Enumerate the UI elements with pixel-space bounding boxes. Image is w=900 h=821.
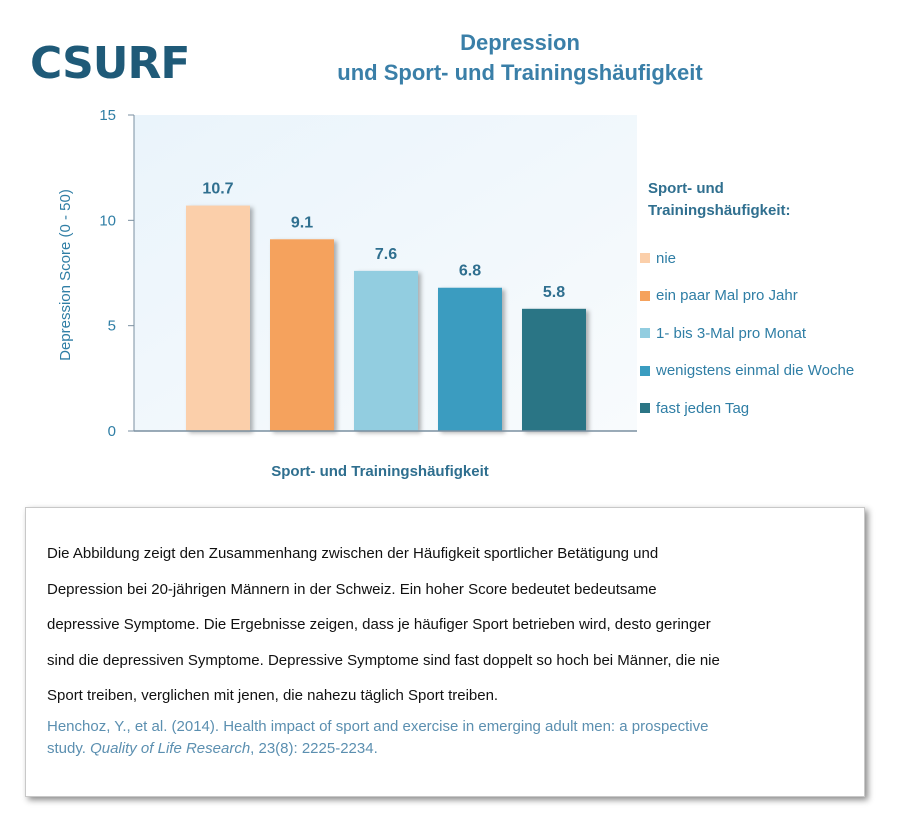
description-line: Depression bei 20-jährigen Männern in de… — [47, 580, 657, 598]
citation-suffix: , 23(8): 2225-2234. — [250, 739, 378, 757]
legend-item: wenigstens einmal die Woche — [640, 361, 854, 381]
legend-item: 1- bis 3-Mal pro Monat — [640, 323, 806, 343]
bar-5 — [522, 308, 586, 431]
bar-value-label: 9.1 — [291, 214, 313, 231]
legend-swatch — [640, 328, 650, 338]
legend-item: ein paar Mal pro Jahr — [640, 286, 798, 306]
info-box: Die Abbildung zeigt den Zusammenhang zwi… — [25, 507, 865, 797]
legend-swatch — [640, 290, 650, 301]
chart-title-line1: Depression — [460, 30, 580, 55]
description-line: Sport treiben, verglichen mit jenen, die… — [47, 687, 499, 704]
description-line: depressive Symptome. Die Ergebnisse zeig… — [47, 616, 711, 633]
legend-swatch — [640, 403, 650, 413]
legend-item: nie — [640, 248, 676, 268]
legend-title: Sport- und Trainingshäufigkeit: — [648, 180, 791, 219]
citation-line1: Henchoz, Y., et al. (2014). Health impac… — [47, 717, 709, 735]
y-tick-label: 15 — [99, 107, 116, 124]
bar-4 — [438, 287, 502, 431]
legend-label: fast jeden Tag — [656, 399, 750, 417]
citation-prefix: study. — [47, 739, 91, 757]
description-line: Die Abbildung zeigt den Zusammenhang zwi… — [47, 545, 659, 562]
legend-swatch — [640, 365, 650, 376]
description: Die Abbildung zeigt den Zusammenhang zwi… — [47, 536, 844, 714]
legend-label: 1- bis 3-Mal pro Monat — [656, 324, 807, 342]
bar-2 — [270, 239, 334, 431]
x-axis-label: Sport- und Trainingshäufigkeit — [271, 463, 489, 480]
bar-value-label: 5.8 — [543, 284, 565, 301]
chart-title: Depression und Sport- und Trainingshäufi… — [300, 28, 740, 88]
bar-3 — [354, 270, 418, 431]
bar-1 — [186, 205, 250, 431]
legend-item: fast jeden Tag — [640, 398, 749, 418]
citation-journal: Quality of Life Research — [90, 739, 251, 757]
csurf-logo: CSURF — [30, 38, 190, 89]
y-tick-label: 10 — [99, 212, 116, 229]
legend-label: nie — [656, 249, 677, 267]
legend-label: ein paar Mal pro Jahr — [656, 287, 798, 304]
bar-value-label: 10.7 — [202, 181, 233, 198]
bar-value-label: 7.6 — [375, 246, 397, 263]
legend-swatch — [640, 253, 650, 263]
citation-line2: study. Quality of Life Research, 23(8): … — [47, 738, 844, 760]
citation: Henchoz, Y., et al. (2014). Health impac… — [47, 716, 844, 760]
legend-label: wenigstens einmal die Woche — [656, 362, 855, 379]
y-axis-label: Depression Score (0 - 50) — [57, 189, 74, 361]
bar-chart: 0 5 10 15 10.7 9.1 7.6 6.8 5.8 Depression Score… — [57, 107, 637, 440]
description-line: sind die depressiven Symptome. Depressiv… — [47, 651, 720, 669]
bar-value-label: 6.8 — [459, 263, 481, 280]
y-tick-label: 0 — [108, 423, 116, 440]
chart-title-line2: und Sport- und Trainingshäufigkeit — [337, 60, 703, 85]
y-tick-label: 5 — [108, 318, 116, 335]
